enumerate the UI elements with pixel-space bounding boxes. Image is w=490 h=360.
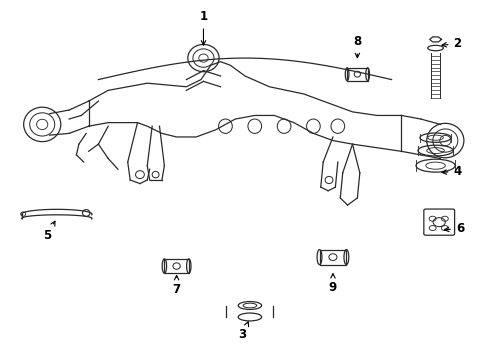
Text: 9: 9 [329, 274, 337, 294]
Bar [164, 259, 189, 273]
Bar [319, 249, 346, 265]
Text: 7: 7 [172, 275, 181, 296]
Text: 4: 4 [442, 165, 462, 177]
Text: 6: 6 [444, 222, 464, 235]
Text: 5: 5 [43, 221, 55, 242]
Text: 8: 8 [353, 35, 362, 58]
Text: 2: 2 [442, 37, 462, 50]
Bar [347, 68, 368, 81]
Text: 1: 1 [199, 10, 208, 45]
Text: 3: 3 [239, 322, 248, 341]
